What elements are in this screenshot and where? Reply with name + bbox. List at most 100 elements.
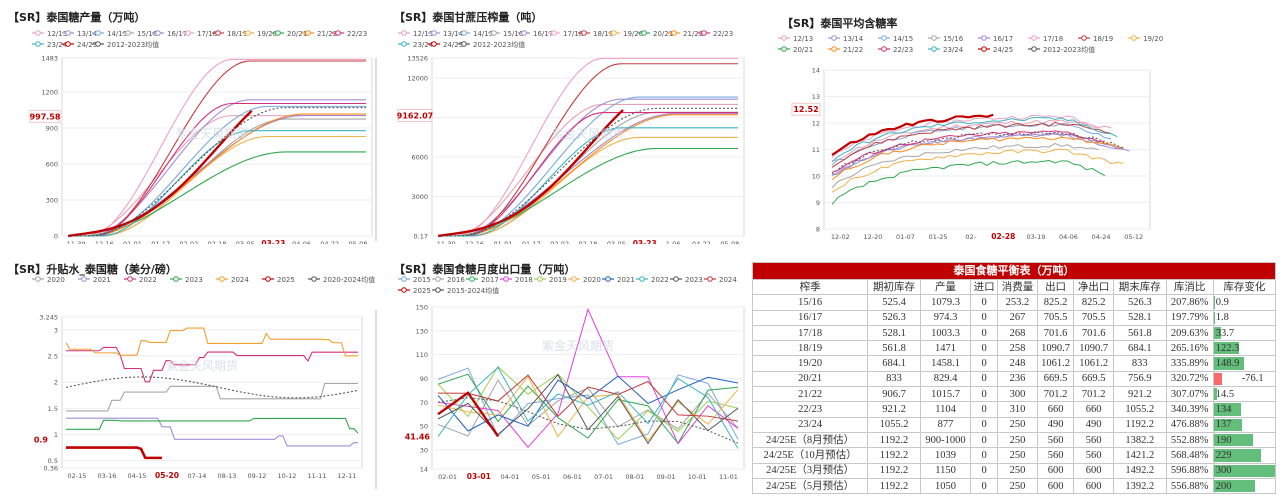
series-line-2015 (437, 367, 739, 445)
legend-marker (65, 41, 71, 47)
x-tick-label: 03-19 (1026, 233, 1045, 241)
change-value: 200 (1215, 480, 1232, 492)
value-cell: 267 (997, 309, 1038, 326)
value-cell: 1192.2 (867, 462, 921, 479)
table-row: 16/17 526.3 974.3 0 267 705.5 705.5 528.1 197.79… (751, 309, 1277, 326)
legend-marker (461, 41, 467, 47)
y-tick-label: 110 (416, 351, 428, 359)
y-tick-label: 3000 (411, 193, 428, 201)
legend-marker (155, 30, 161, 36)
x-tick-label: 09-01 (657, 473, 676, 481)
x-tick-label: 12-11 (338, 472, 357, 480)
legend-label: 13/14 (77, 30, 98, 38)
watermark: 紫金天风期货 (166, 358, 238, 373)
series-line-2021 (437, 375, 739, 432)
value-cell: 250 (997, 416, 1038, 433)
legend-label: 23/24 (47, 41, 68, 49)
y-tick-label: 9 (816, 199, 820, 207)
x-tick-highlight: 03-23 (261, 239, 285, 244)
value-cell: 0 (970, 462, 999, 479)
legend-marker (537, 276, 543, 282)
value-cell: 560 (1073, 431, 1115, 449)
legend-marker (1081, 35, 1087, 41)
legend-marker (611, 30, 617, 36)
y-tick-label: 1.5 (48, 405, 58, 413)
value-cell: 701.6 (1036, 324, 1075, 342)
y-tick-label: 1483 (41, 55, 58, 63)
legend-label: 24/25 (443, 41, 463, 49)
x-tick-label: 03-16 (98, 472, 117, 480)
change-bar (1213, 464, 1275, 477)
series-line-1718 (68, 58, 366, 237)
season-cell: 20/21 (751, 370, 869, 388)
value-cell: 1055.2 (1113, 401, 1167, 418)
value-cell: 0 (970, 324, 999, 342)
value-cell: 684.1 (867, 355, 921, 372)
current-value-label: 12.52 (793, 105, 818, 114)
column-header: 期初库存 (867, 278, 921, 296)
table-row: 18/19 561.8 1471 0 258 1090.7 1090.7 684.1 265.1… (751, 340, 1277, 357)
series-line-1920 (438, 136, 738, 237)
legend-marker (1131, 35, 1137, 41)
value-cell: 0 (970, 401, 999, 418)
legend-label: 22/23 (713, 30, 733, 38)
x-tick-label: 03-05 (236, 240, 255, 244)
legend-label: 2018 (515, 276, 533, 284)
y-tick-label: 1200 (41, 88, 58, 96)
value-cell: 1192.2 (867, 431, 921, 449)
series-line-1 (831, 132, 1124, 176)
value-cell: 0 (970, 309, 999, 326)
y-tick-label: 900 (46, 124, 58, 132)
y-tick-label: 14 (420, 466, 428, 474)
series-line-2223 (68, 102, 366, 237)
y-tick-label: 13526 (407, 55, 428, 63)
legend-marker (781, 46, 787, 52)
x-tick-label: 12-02 (831, 233, 850, 241)
value-cell: 1061.2 (1073, 355, 1115, 372)
legend-label: 21/22 (843, 46, 863, 54)
legend-label: 18/19 (227, 30, 247, 38)
legend-label: 21/22 (317, 30, 337, 38)
x-tick-label: 03-05 (607, 240, 626, 244)
value-cell: 825.2 (1036, 294, 1075, 311)
series-line-2022 (66, 346, 358, 383)
legend-label: 21/22 (683, 30, 703, 38)
legend-label: 14/15 (893, 35, 913, 43)
x-tick-highlight: 02-28 (991, 232, 1015, 241)
change-bar (1213, 357, 1245, 370)
legend-label: 2012-2023均值 (473, 40, 525, 49)
column-header: 消费量 (997, 278, 1038, 296)
series-line-1415 (68, 105, 366, 237)
legend-label: 15/16 (503, 30, 524, 38)
legend-label: 17/18 (1043, 35, 1063, 43)
x-tick-label: 04-01 (501, 473, 520, 481)
value-cell: 526.3 (1113, 294, 1167, 311)
legend-marker (641, 30, 647, 36)
legend-label: 2021 (617, 276, 635, 284)
value-cell: 556.88% (1165, 477, 1214, 495)
change-value: 33.7 (1215, 327, 1235, 339)
change-cell: 33.7 (1212, 324, 1277, 342)
series-line-2425 (437, 109, 624, 238)
legend-label: 2025 (413, 287, 431, 295)
x-tick-label: 07-01 (594, 473, 613, 481)
value-cell: 705.5 (1036, 309, 1075, 326)
legend-marker (275, 30, 281, 36)
y-tick-label: 0.17 (414, 233, 428, 241)
value-cell: 1079.3 (919, 294, 972, 311)
sugar-content-chart-panel: 【SR】泰国平均含糖率 12/13 13/14 14/15 15/16 16/17 17/… (752, 3, 1276, 244)
x-tick-label: 02-02 (179, 240, 198, 244)
change-bar (1213, 418, 1242, 431)
table-row: 24/25E（3月预估） 1192.2 1150 0 250 600 600 1492.2 59… (751, 462, 1277, 479)
y-tick-label: 90 (420, 375, 428, 383)
season-cell: 18/19 (751, 340, 869, 357)
season-cell: 24/25E（3月预估） (751, 462, 869, 479)
y-tick-label: 130 (416, 327, 428, 335)
value-cell: 833 (1113, 355, 1167, 372)
legend-marker (95, 41, 101, 47)
x-tick-label: 07-14 (188, 472, 207, 480)
table-row: 22/23 921.2 1104 0 310 660 660 1055.2 340.39% 134 (751, 401, 1277, 418)
legend-marker (491, 30, 497, 36)
value-cell: 684.1 (1113, 340, 1167, 357)
legend-label: 2020 (47, 276, 65, 284)
